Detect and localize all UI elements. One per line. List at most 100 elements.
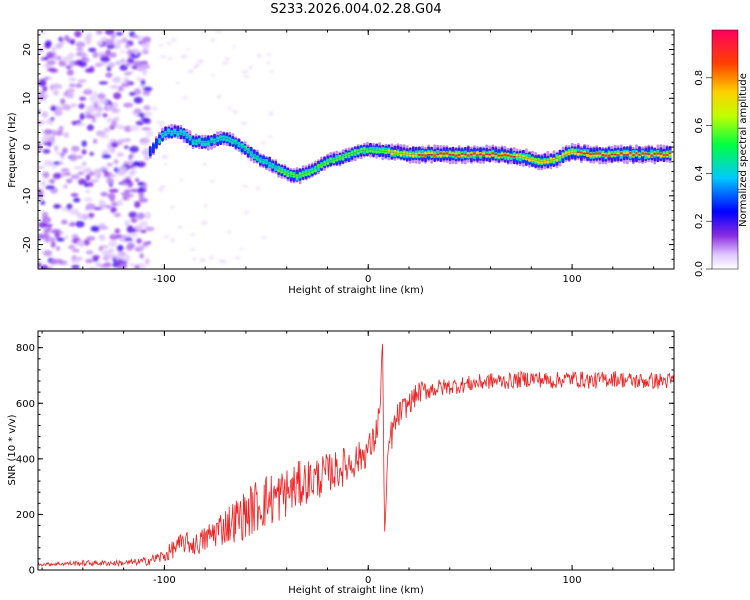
noise-blob	[63, 184, 68, 189]
noise-blob	[142, 36, 151, 43]
noise-blob	[43, 76, 50, 81]
ridge-cell	[500, 154, 504, 157]
chart-title: S233.2026.004.02.28.G04	[270, 2, 441, 17]
ridge-cell	[255, 155, 259, 161]
ridge-cell	[402, 151, 406, 155]
ridge-cell	[616, 154, 620, 157]
noise-blob	[38, 262, 42, 268]
ridge-cell	[485, 153, 489, 156]
noise-blob	[188, 69, 194, 74]
noise-blob	[123, 102, 134, 108]
noise-blob	[43, 250, 53, 257]
noise-blob	[71, 174, 80, 180]
noise-blob	[144, 212, 151, 219]
noise-blob	[94, 168, 102, 173]
ridge-cell	[219, 135, 222, 141]
noise-blob	[131, 34, 139, 39]
noise-blob	[138, 112, 146, 118]
noise-blob	[125, 79, 130, 83]
noise-blob	[92, 90, 98, 97]
noise-blob	[77, 79, 87, 83]
noise-blob	[142, 137, 150, 144]
noise-blob	[97, 105, 103, 113]
noise-blob	[141, 127, 152, 131]
noise-blob	[68, 244, 76, 250]
noise-blob	[126, 227, 137, 234]
ridge-cell	[289, 171, 293, 176]
noise-blob	[140, 83, 146, 89]
noise-blob	[85, 115, 95, 119]
noise-blob	[38, 142, 41, 147]
noise-blob	[110, 33, 116, 40]
noise-blob	[141, 63, 147, 70]
ridge-cell	[647, 153, 651, 156]
noise-blob	[63, 131, 70, 138]
ridge-cell	[564, 151, 568, 155]
noise-blob	[125, 177, 131, 185]
y-tick-label: 800	[16, 343, 35, 354]
noise-blob	[151, 106, 158, 111]
ridge-cell	[207, 140, 210, 147]
noise-blob	[248, 66, 254, 69]
noise-blob	[40, 200, 46, 205]
noise-blob	[166, 42, 172, 45]
noise-blob	[232, 45, 236, 48]
noise-blob	[55, 246, 61, 251]
ridge-cell	[249, 151, 253, 157]
ridge-cell	[396, 150, 400, 154]
noise-blob	[177, 225, 182, 229]
noise-blob	[133, 88, 141, 96]
noise-blob	[78, 178, 87, 185]
noise-blob	[44, 160, 53, 167]
noise-blob	[86, 124, 94, 131]
noise-blob	[266, 53, 272, 56]
noise-blob	[105, 72, 113, 78]
noise-blob	[71, 103, 77, 108]
noise-blob	[104, 30, 115, 35]
noise-blob	[261, 140, 266, 146]
noise-blob	[85, 259, 94, 263]
ridge-cell	[200, 140, 204, 147]
noise-blob	[90, 225, 100, 232]
noise-blob	[53, 172, 62, 180]
ridge-cell	[653, 152, 657, 155]
ridge-cell	[619, 152, 623, 155]
noise-blob	[54, 231, 61, 239]
noise-blob	[118, 39, 125, 43]
noise-blob	[98, 245, 103, 252]
y-tick-label: 0	[29, 566, 35, 577]
colorbar-tick-label: 0.2	[694, 213, 705, 229]
noise-blob	[164, 235, 169, 239]
noise-blob	[182, 96, 188, 100]
noise-blob	[79, 96, 86, 101]
noise-blob	[82, 167, 93, 174]
noise-blob	[95, 262, 103, 267]
ridge-cell	[237, 141, 241, 148]
noise-blob	[43, 133, 53, 140]
ridge-cell	[424, 154, 427, 157]
noise-blob	[111, 120, 118, 128]
noise-blob	[197, 59, 204, 64]
noise-blob	[75, 41, 86, 48]
noise-blob	[60, 98, 66, 105]
noise-blob	[130, 232, 138, 238]
noise-blob	[85, 250, 94, 255]
noise-blob	[68, 83, 76, 88]
noise-blob	[66, 69, 74, 76]
noise-blob	[184, 144, 190, 149]
noise-blob	[117, 138, 128, 143]
noise-blob	[108, 62, 116, 68]
noise-blob	[170, 205, 175, 210]
noise-blob	[54, 110, 63, 117]
noise-blob	[98, 99, 109, 105]
noise-blob	[129, 125, 140, 132]
noise-blob	[54, 151, 64, 155]
noise-blob	[81, 149, 87, 155]
y-tick-label: 200	[16, 510, 35, 521]
ridge-cell	[448, 153, 452, 156]
noise-blob	[268, 135, 272, 139]
noise-blob	[98, 199, 106, 205]
ridge-cell	[503, 153, 507, 156]
ridge-cell	[271, 162, 274, 169]
